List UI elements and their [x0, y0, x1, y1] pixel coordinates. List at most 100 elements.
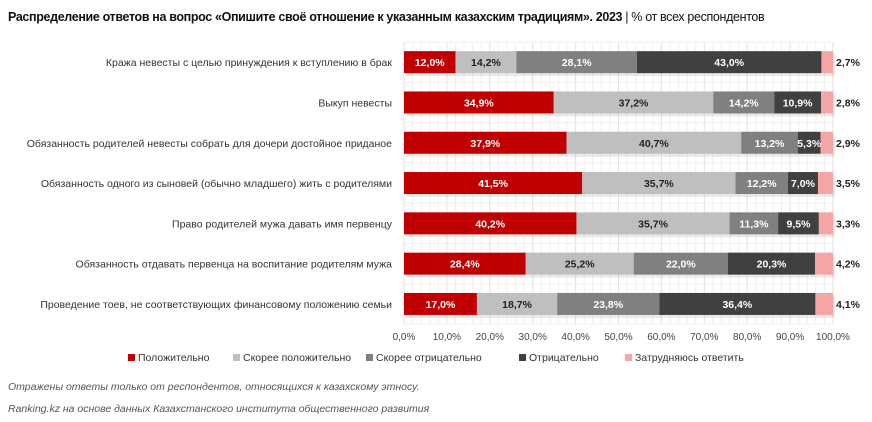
- legend-swatch: [128, 354, 135, 361]
- category-label: Обязанность одного из сыновей (обычно мл…: [41, 178, 392, 190]
- bar-segment: [404, 51, 456, 74]
- data-label: 14,2%: [729, 97, 759, 109]
- data-label: 2,9%: [836, 138, 861, 150]
- bar-segment: [404, 131, 567, 154]
- x-tick-label: 80,0%: [733, 332, 761, 343]
- bar-segment: [636, 51, 822, 74]
- bar-segment: [557, 292, 660, 315]
- category-label: Обязанность отдавать первенца на воспита…: [76, 259, 393, 271]
- bar-segment: [582, 172, 736, 195]
- data-label: 37,2%: [619, 97, 649, 109]
- bar-segment: [817, 172, 833, 195]
- data-label: 34,9%: [464, 97, 494, 109]
- bar-segment: [476, 292, 558, 315]
- x-tick-label: 70,0%: [690, 332, 718, 343]
- bar-segment: [735, 172, 788, 195]
- data-label: 12,0%: [415, 57, 445, 69]
- data-label: 12,2%: [747, 178, 777, 190]
- legend-item: Затрудняюсь ответить: [625, 352, 744, 364]
- category-label: Обязанность родителей невесты собрать дл…: [27, 138, 392, 150]
- data-label: 41,5%: [478, 178, 508, 190]
- data-label: 2,8%: [836, 97, 861, 109]
- data-label: 2,7%: [836, 57, 861, 69]
- data-label: 14,2%: [471, 57, 501, 69]
- bar-segment: [818, 212, 833, 235]
- data-label: 18,7%: [502, 299, 532, 311]
- category-label: Выкуп невесты: [318, 97, 392, 109]
- bar-segment: [404, 91, 554, 114]
- bar-segment: [778, 212, 819, 235]
- x-tick-label: 90,0%: [776, 332, 804, 343]
- title-text: Распределение ответов на вопрос «Опишите…: [8, 10, 623, 24]
- data-label: 23,8%: [593, 299, 623, 311]
- bar-segment: [566, 131, 742, 154]
- bar-segment: [404, 212, 577, 235]
- data-label: 11,3%: [739, 218, 769, 230]
- data-label: 36,4%: [722, 299, 752, 311]
- data-label: 4,1%: [836, 299, 861, 311]
- data-label: 25,2%: [565, 259, 595, 271]
- x-tick-label: 20,0%: [476, 332, 504, 343]
- data-label: 10,9%: [783, 97, 813, 109]
- data-label: 37,9%: [470, 138, 500, 150]
- data-label: 20,3%: [757, 259, 787, 271]
- bar-segment: [516, 51, 637, 74]
- data-label: 17,0%: [426, 299, 456, 311]
- legend-item: Положительно: [128, 352, 210, 364]
- data-label: 4,2%: [836, 259, 861, 271]
- bar-segment: [741, 131, 798, 154]
- bar-segment: [820, 91, 833, 114]
- category-label: Проведение тоев, не соответствующих фина…: [40, 299, 392, 311]
- bar-segment: [633, 252, 728, 275]
- legend-swatch: [366, 354, 373, 361]
- data-label: 35,7%: [644, 178, 674, 190]
- x-tick-label: 30,0%: [519, 332, 547, 343]
- data-label: 28,1%: [562, 57, 592, 69]
- data-label: 40,7%: [639, 138, 669, 150]
- x-tick-label: 40,0%: [561, 332, 589, 343]
- data-label: 3,3%: [836, 218, 861, 230]
- data-label: 43,0%: [714, 57, 744, 69]
- note-ethnicity: Отражены ответы только от респондентов, …: [8, 381, 420, 393]
- bar-segment: [713, 91, 775, 114]
- bar-segment: [815, 292, 833, 315]
- legend-label: Положительно: [138, 352, 210, 364]
- category-label: Кража невесты с целью принуждения к всту…: [106, 57, 392, 69]
- category-label: Право родителей мужа давать имя первенцу: [172, 218, 393, 230]
- bar-segment: [787, 172, 818, 195]
- legend-swatch: [625, 354, 632, 361]
- bar-segment: [774, 91, 821, 114]
- bar-segment: [820, 131, 833, 154]
- data-label: 22,0%: [666, 259, 696, 271]
- legend-label: Скорее отрицательно: [376, 352, 482, 364]
- legend-swatch: [233, 354, 240, 361]
- data-label: 5,3%: [797, 138, 822, 150]
- data-label: 3,5%: [836, 178, 861, 190]
- legend-item: Скорее отрицательно: [366, 352, 482, 364]
- bar-segment: [404, 252, 526, 275]
- data-label: 9,5%: [786, 218, 811, 230]
- data-label: 40,2%: [475, 218, 505, 230]
- legend-item: Скорее положительно: [233, 352, 351, 364]
- bar-segment: [404, 292, 477, 315]
- note-source: Ranking.kz на основе данных Казахстанско…: [8, 403, 430, 415]
- legend-label: Затрудняюсь ответить: [635, 352, 744, 364]
- bar-segment: [797, 131, 821, 154]
- legend-item: Отрицательно: [519, 352, 599, 364]
- bar-segment: [455, 51, 517, 74]
- data-label: 28,4%: [450, 259, 480, 271]
- bar-segment: [729, 212, 779, 235]
- x-tick-label: 50,0%: [604, 332, 632, 343]
- x-tick-label: 60,0%: [647, 332, 675, 343]
- bar-segment: [404, 172, 583, 195]
- title-unit: | % от всех респондентов: [625, 10, 765, 24]
- bar-segment: [821, 51, 833, 74]
- legend-label: Скорее положительно: [243, 352, 351, 364]
- bar-segment: [576, 212, 730, 235]
- data-label: 13,2%: [755, 138, 785, 150]
- x-tick-label: 100,0%: [816, 332, 850, 343]
- data-label: 35,7%: [638, 218, 668, 230]
- stacked-bar-chart: 0,0% 10,0% 20,0% 30,0% 40,0% 50,0% 60,0% 70,0% 8…: [27, 41, 861, 364]
- x-tick-label: 0,0%: [393, 332, 416, 343]
- legend-swatch: [519, 354, 526, 361]
